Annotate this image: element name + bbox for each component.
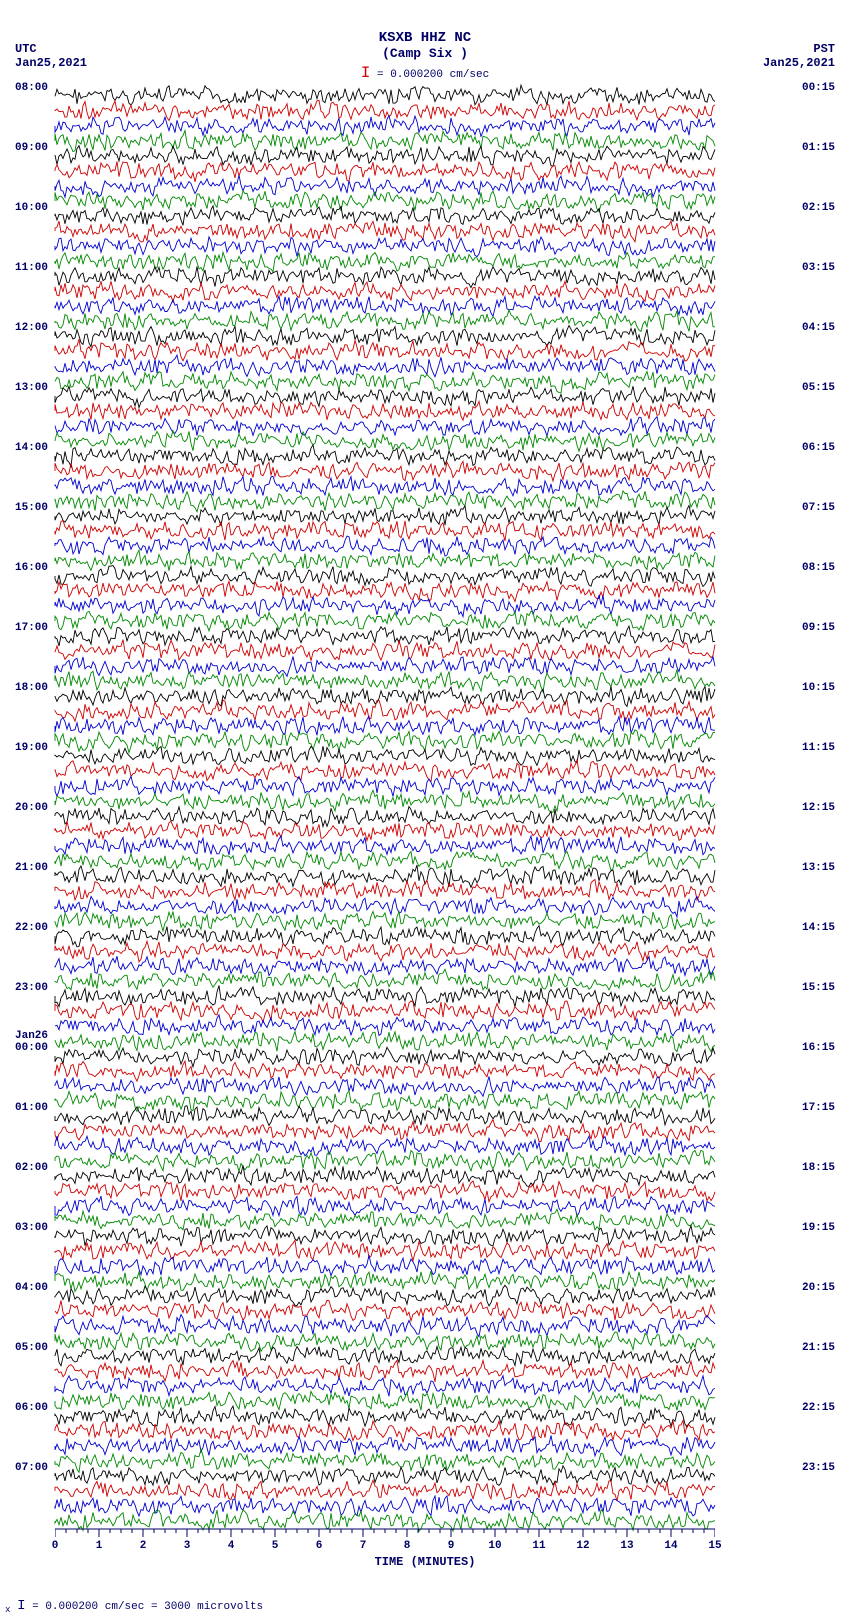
utc-time-label: 10:00 <box>15 202 48 214</box>
day-change-label: Jan26 <box>15 1030 48 1042</box>
x-axis-label: TIME (MINUTES) <box>0 1555 850 1569</box>
pst-time-label: 21:15 <box>802 1342 835 1354</box>
utc-time-label: 09:00 <box>15 142 48 154</box>
utc-time-label: 17:00 <box>15 622 48 634</box>
x-tick-label: 0 <box>52 1540 59 1552</box>
x-tick-label: 11 <box>532 1540 545 1552</box>
utc-time-label: 02:00 <box>15 1162 48 1174</box>
pst-time-label: 04:15 <box>802 322 835 334</box>
x-tick-label: 4 <box>228 1540 235 1552</box>
pst-time-label: 00:15 <box>802 82 835 94</box>
pst-time-label: 11:15 <box>802 742 835 754</box>
utc-time-label: 20:00 <box>15 802 48 814</box>
utc-time-label: 23:00 <box>15 982 48 994</box>
utc-time-label: 11:00 <box>15 262 48 274</box>
trace-row <box>55 1513 715 1528</box>
date-left: Jan25,2021 <box>15 56 87 70</box>
utc-time-label: 14:00 <box>15 442 48 454</box>
pst-time-label: 20:15 <box>802 1282 835 1294</box>
utc-time-label: 06:00 <box>15 1402 48 1414</box>
pst-time-label: 14:15 <box>802 922 835 934</box>
x-tick-label: 13 <box>620 1540 633 1552</box>
x-tick-label: 3 <box>184 1540 191 1552</box>
pst-time-label: 23:15 <box>802 1462 835 1474</box>
pst-time-label: 01:15 <box>802 142 835 154</box>
station-title: KSXB HHZ NC <box>0 30 850 46</box>
utc-time-label: 01:00 <box>15 1102 48 1114</box>
pst-time-label: 09:15 <box>802 622 835 634</box>
pst-time-label: 15:15 <box>802 982 835 994</box>
x-axis-ticks-svg <box>55 1528 715 1548</box>
x-tick-label: 1 <box>96 1540 103 1552</box>
pst-time-label: 07:15 <box>802 502 835 514</box>
seismogram-container: KSXB HHZ NC (Camp Six ) I = 0.000200 cm/… <box>0 0 850 1613</box>
timezone-left: UTC <box>15 42 37 56</box>
x-tick-label: 15 <box>708 1540 721 1552</box>
x-tick-label: 12 <box>576 1540 589 1552</box>
pst-time-label: 18:15 <box>802 1162 835 1174</box>
x-tick-label: 14 <box>664 1540 677 1552</box>
utc-time-label: 08:00 <box>15 82 48 94</box>
utc-time-label: 07:00 <box>15 1462 48 1474</box>
utc-time-label: 15:00 <box>15 502 48 514</box>
x-tick-label: 10 <box>488 1540 501 1552</box>
scale-indicator: I = 0.000200 cm/sec <box>0 64 850 82</box>
utc-time-label: 22:00 <box>15 922 48 934</box>
timezone-right: PST <box>813 42 835 56</box>
x-tick-label: 8 <box>404 1540 411 1552</box>
pst-time-label: 05:15 <box>802 382 835 394</box>
utc-time-label: 19:00 <box>15 742 48 754</box>
helicorder-plot <box>55 88 715 1528</box>
pst-time-label: 12:15 <box>802 802 835 814</box>
utc-time-label: 18:00 <box>15 682 48 694</box>
utc-time-label: 13:00 <box>15 382 48 394</box>
utc-time-label: 04:00 <box>15 1282 48 1294</box>
pst-time-label: 17:15 <box>802 1102 835 1114</box>
pst-time-label: 06:15 <box>802 442 835 454</box>
utc-time-label: 21:00 <box>15 862 48 874</box>
pst-time-label: 19:15 <box>802 1222 835 1234</box>
pst-time-label: 22:15 <box>802 1402 835 1414</box>
utc-time-label: 12:00 <box>15 322 48 334</box>
utc-time-label: 16:00 <box>15 562 48 574</box>
pst-time-label: 16:15 <box>802 1042 835 1054</box>
utc-time-label: 03:00 <box>15 1222 48 1234</box>
location-subtitle: (Camp Six ) <box>0 46 850 61</box>
utc-time-label: 00:00 <box>15 1042 48 1054</box>
date-right: Jan25,2021 <box>763 56 835 70</box>
pst-time-label: 13:15 <box>802 862 835 874</box>
x-tick-label: 9 <box>448 1540 455 1552</box>
utc-time-label: 05:00 <box>15 1342 48 1354</box>
x-tick-label: 6 <box>316 1540 323 1552</box>
x-tick-label: 7 <box>360 1540 367 1552</box>
pst-time-label: 10:15 <box>802 682 835 694</box>
pst-time-label: 03:15 <box>802 262 835 274</box>
x-tick-label: 5 <box>272 1540 279 1552</box>
x-tick-label: 2 <box>140 1540 147 1552</box>
pst-time-label: 02:15 <box>802 202 835 214</box>
pst-time-label: 08:15 <box>802 562 835 574</box>
